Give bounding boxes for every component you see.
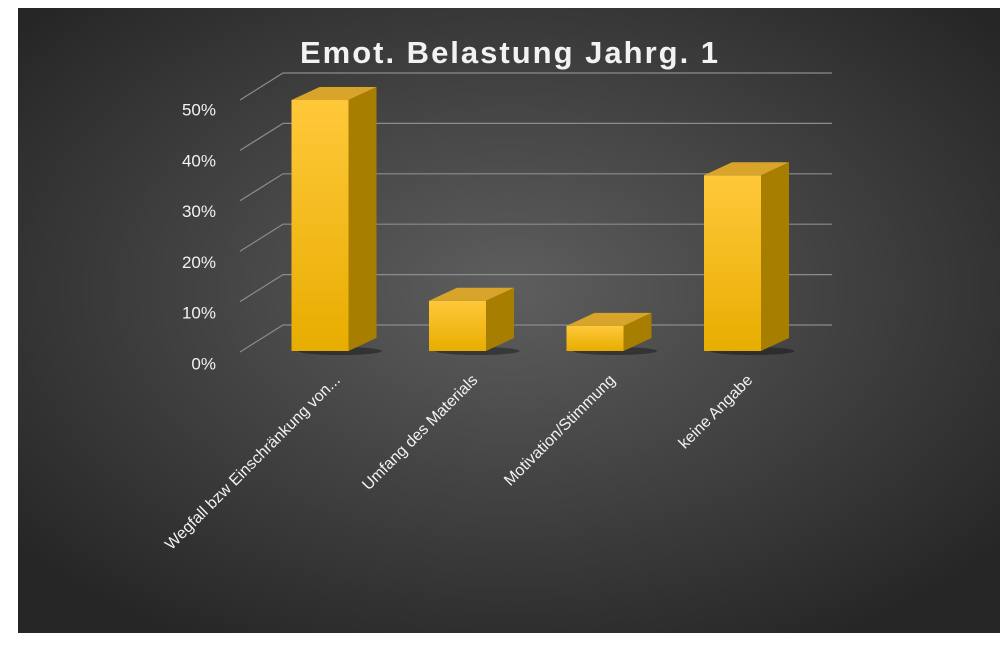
grid-line (239, 173, 832, 202)
y-tick-label: 0% (191, 354, 216, 373)
y-tick-label: 10% (182, 304, 216, 323)
y-tick-label: 30% (182, 202, 216, 221)
bar-side (486, 287, 514, 351)
bar-top (291, 87, 377, 100)
bar-top (429, 287, 514, 301)
y-tick-label: 20% (182, 253, 216, 272)
bar-top (704, 162, 789, 176)
y-tick-label: 50% (182, 100, 216, 119)
grid-line (239, 274, 832, 303)
bar (566, 325, 624, 351)
grid-line (239, 223, 832, 252)
y-tick-label: 40% (182, 151, 216, 170)
bar (291, 100, 349, 351)
chart-title: Emot. Belastung Jahrg. 1 (300, 35, 720, 70)
bar-side (623, 312, 652, 351)
grid-line (239, 122, 832, 151)
grid-line (239, 72, 832, 101)
bar-side (761, 162, 789, 351)
bar-side (348, 87, 377, 351)
bar (429, 300, 486, 351)
bar-top (566, 312, 652, 326)
bar (704, 175, 761, 351)
